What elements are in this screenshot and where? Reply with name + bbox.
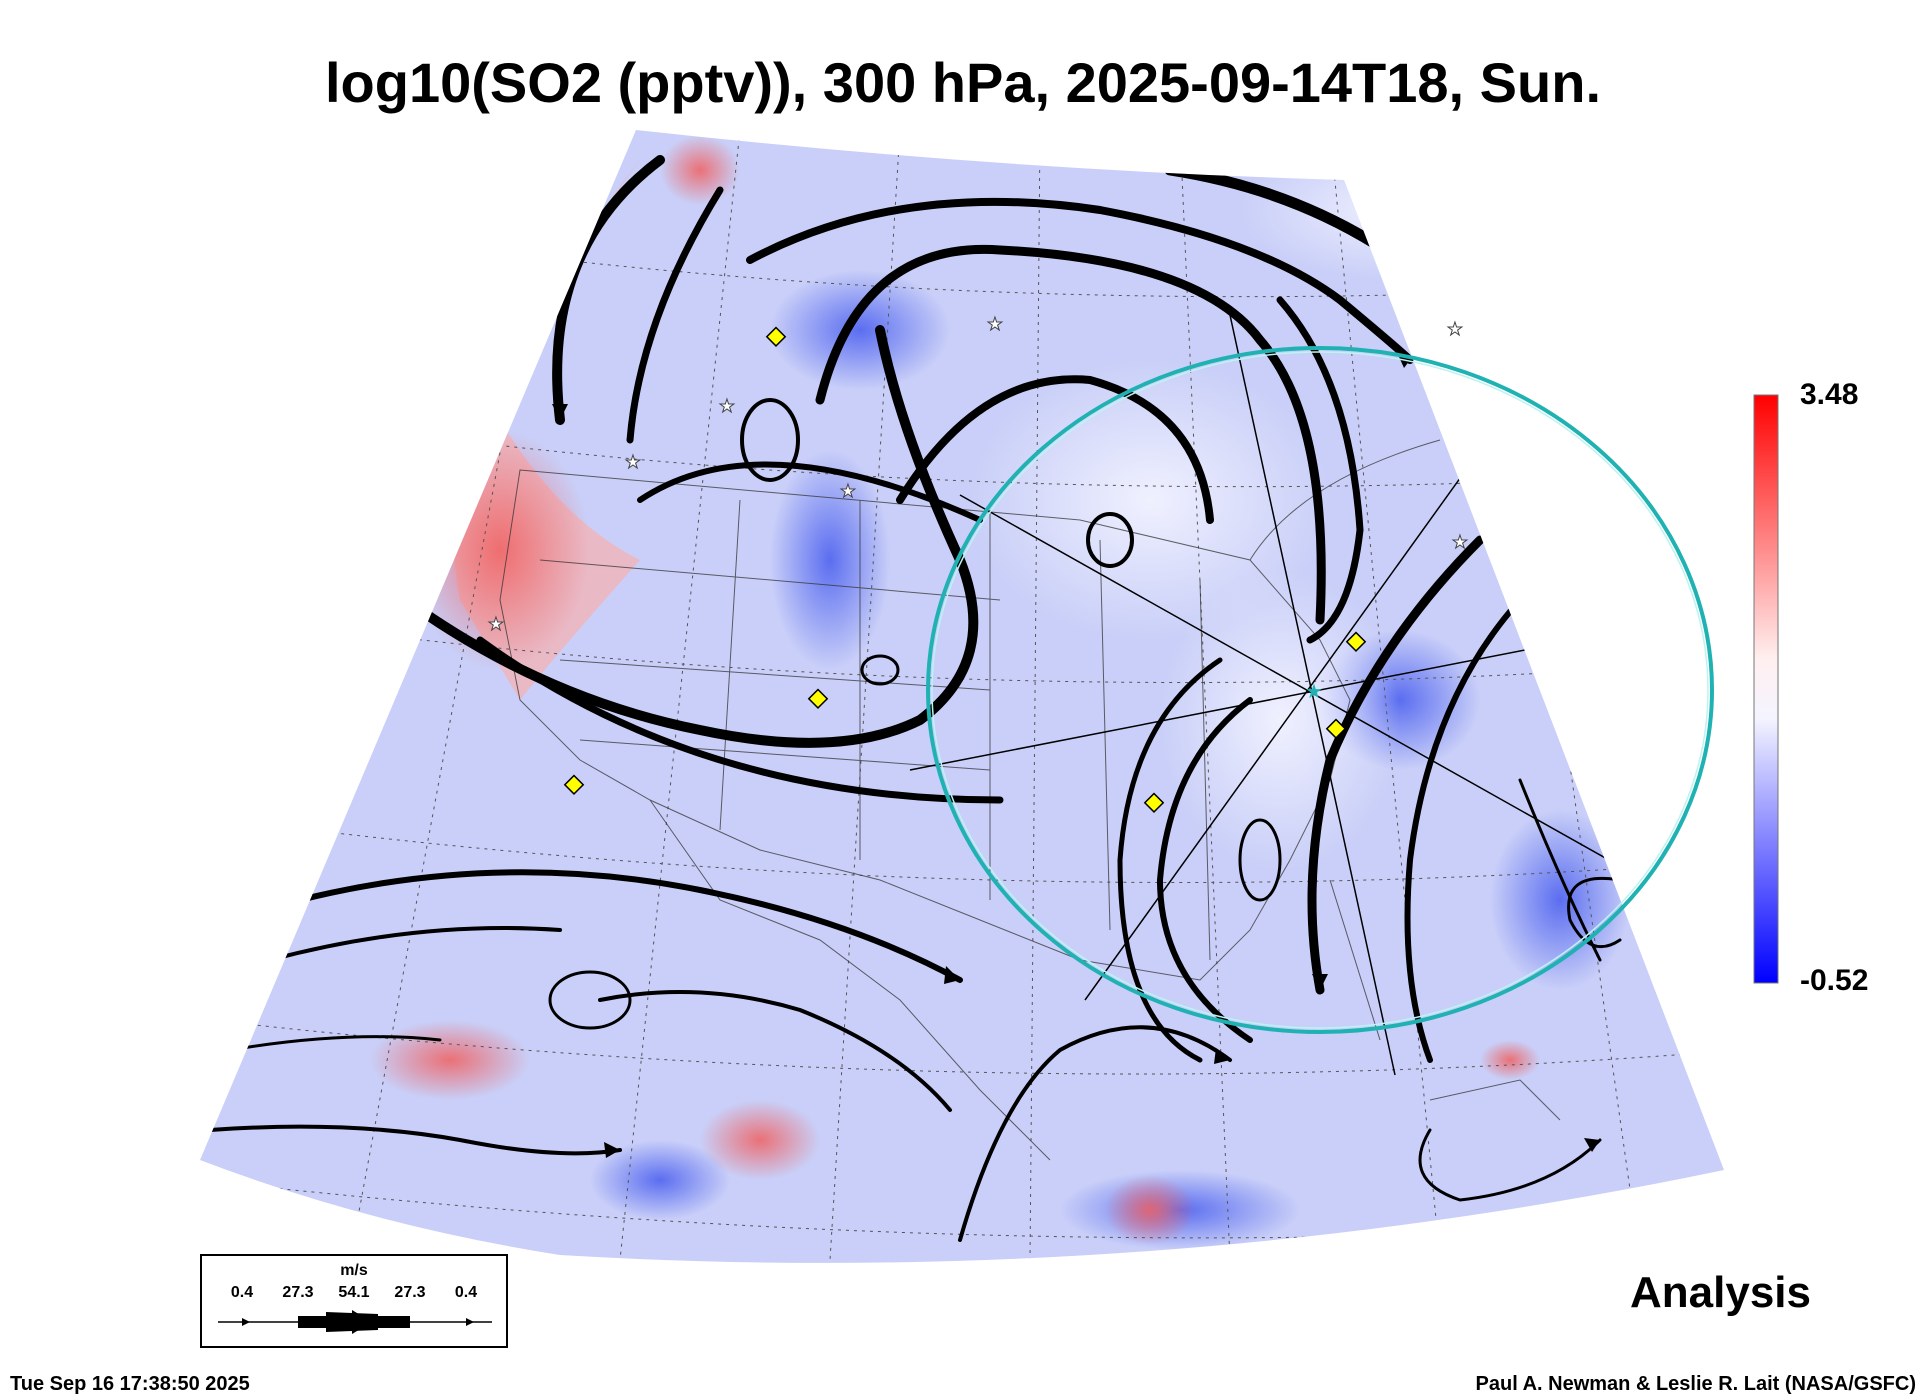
site-marker-diamond-icon[interactable] — [1345, 631, 1367, 652]
legend-tick: 54.1 — [338, 1284, 370, 1301]
legend-tick: 27.3 — [394, 1284, 426, 1301]
center-star-icon: ★ — [1305, 681, 1323, 703]
station-star-icon: ★ — [987, 314, 1003, 334]
legend-arrow-icon — [218, 1310, 492, 1334]
station-star-icon: ★ — [719, 396, 735, 416]
station-star-icon: ★ — [625, 452, 641, 472]
so2-field — [200, 130, 1724, 1263]
footer-credit: Paul A. Newman & Leslie R. Lait (NASA/GS… — [1475, 1373, 1916, 1395]
range-ring — [926, 346, 1714, 1034]
wind-speed-legend: m/s 0.4 27.3 54.1 27.3 0.4 — [200, 1254, 508, 1348]
colorbar — [1753, 394, 1779, 984]
station-star-icon: ★ — [1447, 319, 1463, 339]
site-marker-diamond-icon[interactable] — [1143, 792, 1165, 813]
site-marker-diamond-icon[interactable] — [765, 326, 787, 347]
station-star-icon: ★ — [840, 481, 856, 501]
colorbar-max-label: 3.48 — [1800, 378, 1859, 411]
colorbar-min-label: -0.52 — [1800, 964, 1869, 997]
site-marker-diamond-icon[interactable] — [1325, 718, 1347, 739]
legend-units: m/s — [340, 1262, 368, 1279]
station-star-icon: ★ — [1452, 532, 1468, 552]
site-markers — [563, 326, 1367, 813]
footer-timestamp: Tue Sep 16 17:38:50 2025 — [10, 1373, 250, 1395]
analysis-label: Analysis — [1630, 1268, 1811, 1317]
site-marker-diamond-icon[interactable] — [563, 774, 585, 795]
station-stars: ★ ★ ★ ★ ★ ★ ★ — [487, 314, 1468, 635]
legend-tick: 27.3 — [282, 1284, 314, 1301]
station-star-icon: ★ — [488, 614, 504, 634]
map-title: log10(SO2 (pptv)), 300 hPa, 2025-09-14T1… — [325, 51, 1601, 114]
legend-tick: 0.4 — [230, 1284, 254, 1301]
site-marker-diamond-icon[interactable] — [807, 688, 829, 709]
legend-tick: 0.4 — [454, 1284, 478, 1301]
